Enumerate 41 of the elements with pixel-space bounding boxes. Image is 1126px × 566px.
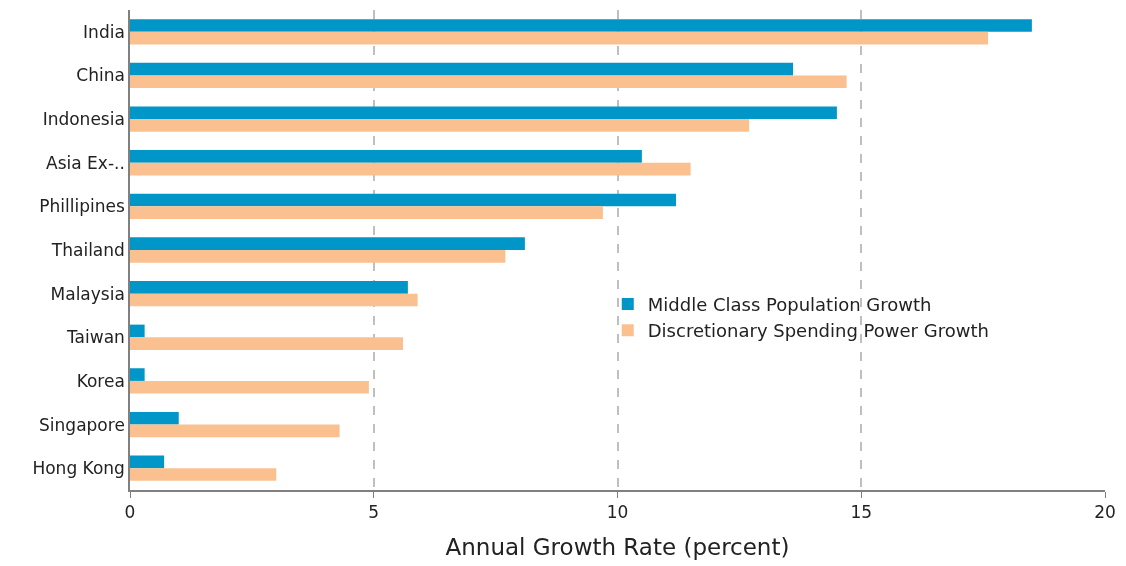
y-tick-label: Phillipines	[39, 196, 125, 217]
bar	[130, 324, 145, 338]
bar	[130, 337, 403, 350]
bar	[130, 150, 642, 163]
bar	[130, 411, 179, 425]
bar	[130, 31, 988, 45]
bar	[130, 250, 506, 263]
bar	[130, 368, 145, 381]
y-tick-label: China	[76, 65, 125, 86]
bar	[130, 193, 676, 207]
bar	[130, 119, 750, 132]
y-tick-label: Hong Kong	[32, 458, 125, 479]
y-tick-label: Singapore	[39, 414, 125, 435]
bar	[130, 206, 603, 220]
bar	[130, 455, 165, 469]
bar	[130, 62, 793, 76]
x-tick-label: 10	[606, 502, 629, 523]
y-tick-label: Asia Ex-..	[46, 152, 125, 173]
y-tick-label: Taiwan	[66, 327, 125, 348]
y-tick-label: Malaysia	[50, 283, 125, 304]
bar	[130, 75, 847, 89]
x-tick-label: 0	[124, 502, 136, 523]
bar	[130, 106, 837, 120]
x-tick-label: 15	[850, 502, 873, 523]
y-tick-label: India	[83, 21, 125, 42]
y-tick-label: Korea	[76, 370, 125, 391]
legend-label: Middle Class Population Growth	[647, 293, 932, 315]
y-tick-label: Indonesia	[42, 109, 125, 130]
x-axis-title: Annual Growth Rate (percent)	[445, 534, 790, 561]
bar	[130, 237, 525, 250]
x-tick-label: 5	[368, 502, 380, 523]
bar	[130, 162, 691, 176]
bar	[130, 468, 277, 481]
bar	[130, 280, 408, 294]
bar	[130, 424, 340, 438]
bar	[130, 19, 1032, 32]
bar	[130, 293, 418, 307]
x-tick-label: 20	[1094, 502, 1116, 523]
y-tick-label: Thailand	[50, 239, 125, 260]
bar	[130, 380, 369, 394]
legend-label: Discretionary Spending Power Growth	[647, 320, 989, 342]
